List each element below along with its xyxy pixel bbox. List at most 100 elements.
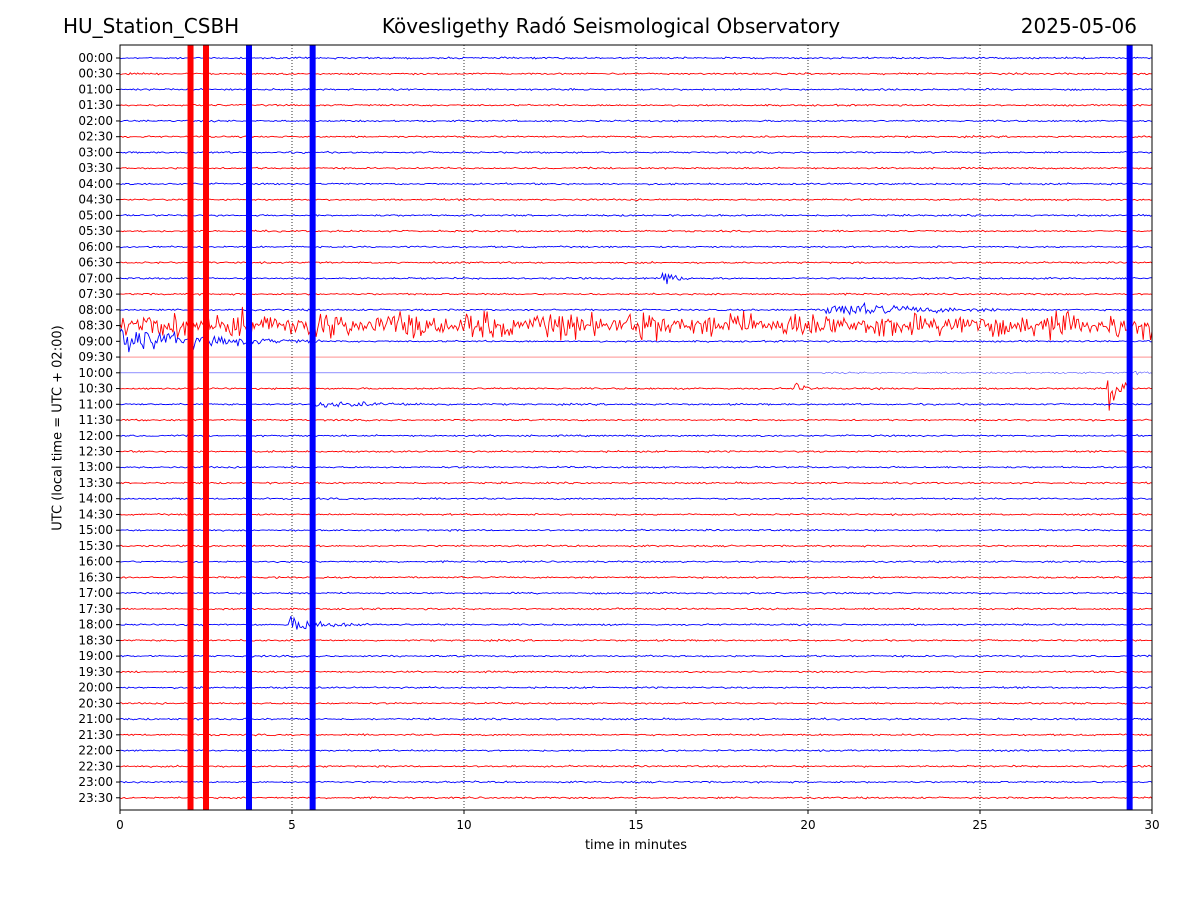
y-tick-label: 00:30 — [78, 67, 113, 81]
y-tick-label: 09:00 — [78, 334, 113, 348]
y-tick-label: 05:00 — [78, 208, 113, 222]
chart-date: 2025-05-06 — [1020, 14, 1137, 38]
trace-0400 — [119, 182, 1153, 186]
trace-0030 — [119, 72, 1152, 76]
trace-1600 — [119, 560, 1153, 564]
trace-0900 — [119, 328, 1152, 353]
trace-1730 — [119, 607, 1153, 611]
spike-band — [309, 45, 316, 810]
y-tick-label: 14:00 — [78, 492, 113, 506]
trace-1900 — [119, 654, 1153, 658]
y-tick-label: 21:30 — [78, 728, 113, 742]
trace-2300 — [119, 780, 1153, 784]
y-tick-label: 20:00 — [78, 681, 113, 695]
y-tick-label: 11:30 — [78, 413, 113, 427]
y-tick-label: 23:30 — [78, 791, 113, 805]
y-tick-label: 08:00 — [78, 303, 113, 317]
trace-2000 — [119, 685, 1153, 690]
traces-layer — [119, 56, 1153, 800]
trace-1030 — [120, 380, 1153, 411]
x-tick-label: 15 — [628, 818, 643, 832]
y-tick-label: 02:00 — [78, 114, 113, 128]
y-tick-label: 16:30 — [78, 570, 113, 584]
y-tick-label: 23:00 — [78, 775, 113, 789]
y-tick-label: 05:30 — [78, 224, 113, 238]
y-tick-label: 02:30 — [78, 130, 113, 144]
trace-1230 — [119, 449, 1153, 454]
y-tick-label: 03:30 — [78, 161, 113, 175]
y-tick-label: 16:00 — [78, 555, 113, 569]
y-tick-label: 17:30 — [78, 602, 113, 616]
trace-1930 — [119, 670, 1153, 674]
y-tick-label: 04:00 — [78, 177, 113, 191]
y-tick-label: 21:00 — [78, 712, 113, 726]
x-tick-label: 25 — [972, 818, 987, 832]
trace-1430 — [119, 512, 1153, 517]
trace-0700 — [119, 271, 1153, 285]
trace-0630 — [120, 260, 1153, 265]
trace-2330 — [119, 796, 1153, 800]
trace-1000 — [120, 370, 1153, 376]
y-tick-label: 06:30 — [78, 256, 113, 270]
trace-0730 — [119, 292, 1153, 296]
trace-0130 — [119, 103, 1153, 107]
trace-0530 — [120, 229, 1153, 233]
y-tick-label: 12:00 — [78, 429, 113, 443]
trace-0000 — [119, 56, 1152, 60]
grid-lines — [291, 45, 981, 810]
trace-0500 — [119, 213, 1153, 218]
y-tick-label: 00:00 — [78, 51, 113, 65]
spike-band — [1126, 45, 1133, 810]
trace-1200 — [119, 434, 1153, 438]
y-tick-label: 10:00 — [78, 366, 113, 380]
spike-band — [246, 45, 252, 810]
y-tick-label: 12:30 — [78, 445, 113, 459]
trace-0200 — [119, 119, 1153, 123]
station-name: HU_Station_CSBH — [63, 14, 240, 38]
trace-2100 — [119, 717, 1153, 721]
y-tick-label: 10:30 — [78, 382, 113, 396]
y-tick-label: 18:00 — [78, 618, 113, 632]
x-tick-label: 5 — [288, 818, 296, 832]
y-tick-label: 04:30 — [78, 193, 113, 207]
trace-1330 — [119, 481, 1153, 485]
y-tick-label: 19:30 — [78, 665, 113, 679]
trace-0230 — [119, 134, 1153, 139]
y-tick-label: 18:30 — [78, 633, 113, 647]
trace-0330 — [119, 166, 1153, 170]
spike-band — [187, 45, 194, 810]
y-tick-label: 01:30 — [78, 98, 113, 112]
trace-1630 — [119, 575, 1153, 580]
trace-2030 — [119, 701, 1153, 705]
y-tick-label: 07:00 — [78, 271, 113, 285]
y-tick-label: 17:00 — [78, 586, 113, 600]
y-tick-label: 19:00 — [78, 649, 113, 663]
y-tick-label: 20:30 — [78, 696, 113, 710]
y-axis-label: UTC (local time = UTC + 02:00) — [50, 325, 66, 531]
bands-layer — [187, 45, 1133, 810]
x-axis-label: time in minutes — [584, 838, 688, 853]
x-tick-label: 0 — [116, 818, 124, 832]
y-tick-label: 13:00 — [78, 460, 113, 474]
trace-1530 — [119, 544, 1153, 548]
y-tick-label: 08:30 — [78, 319, 113, 333]
y-tick-label: 15:30 — [78, 539, 113, 553]
x-tick-label: 30 — [1144, 818, 1159, 832]
y-tick-label: 13:30 — [78, 476, 113, 490]
x-tick-label: 20 — [800, 818, 815, 832]
x-ticks: 0 5 10 15 20 25 30 — [116, 810, 1160, 832]
y-tick-label: 15:00 — [78, 523, 113, 537]
chart-title: Kövesligethy Radó Seismological Observat… — [381, 14, 841, 38]
trace-1500 — [119, 528, 1153, 532]
y-tick-label: 03:00 — [78, 145, 113, 159]
trace-1400 — [119, 497, 1153, 501]
y-tick-label: 01:00 — [78, 82, 113, 96]
trace-1100 — [119, 399, 1153, 408]
trace-0300 — [119, 150, 1153, 155]
trace-0600 — [119, 245, 1153, 249]
y-tick-label: 06:00 — [78, 240, 113, 254]
trace-1700 — [119, 591, 1153, 595]
y-tick-label: 22:00 — [78, 744, 113, 758]
trace-0830 — [119, 306, 1153, 342]
